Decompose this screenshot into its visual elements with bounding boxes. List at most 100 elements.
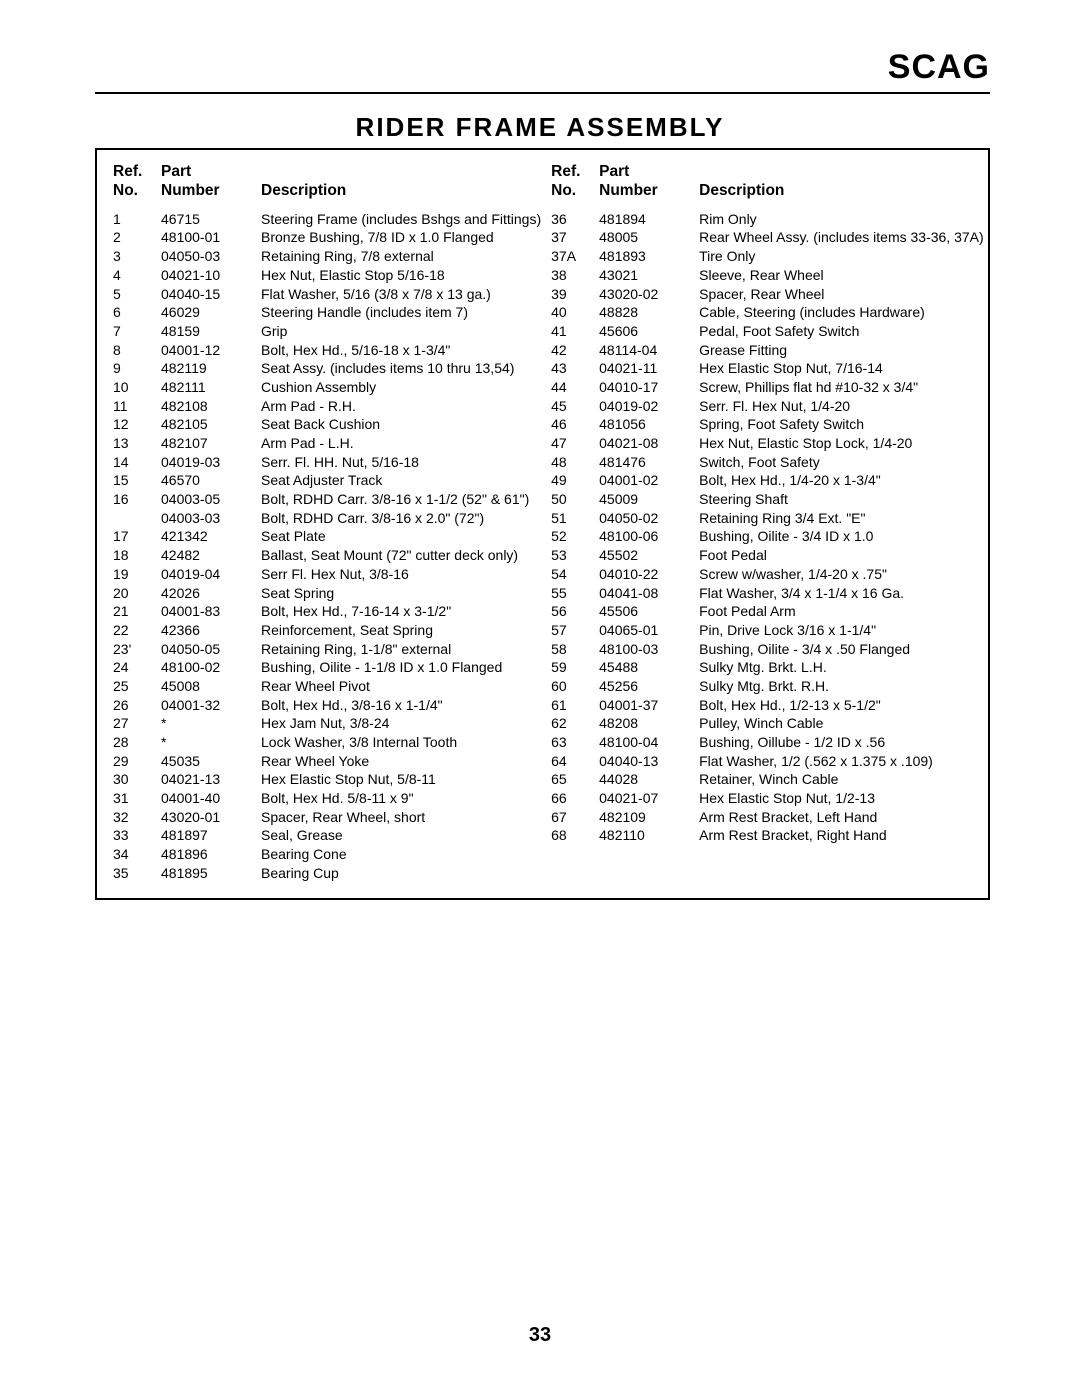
table-row: 10482111Cushion Assembly bbox=[107, 379, 545, 398]
table-row: 804001-12Bolt, Hex Hd., 5/16-18 x 1-3/4" bbox=[107, 342, 545, 361]
part-number: * bbox=[161, 715, 261, 733]
part-number: 48208 bbox=[599, 715, 699, 733]
ref-no: 39 bbox=[545, 286, 599, 304]
part-description: Bronze Bushing, 7/8 ID x 1.0 Flanged bbox=[261, 229, 545, 247]
part-number: 482110 bbox=[599, 827, 699, 845]
ref-no: 15 bbox=[107, 472, 161, 490]
part-description: Retaining Ring, 7/8 external bbox=[261, 248, 545, 266]
ref-no: 8 bbox=[107, 342, 161, 360]
ref-no: 11 bbox=[107, 398, 161, 416]
ref-no: 18 bbox=[107, 547, 161, 565]
part-number: 04050-05 bbox=[161, 641, 261, 659]
part-number: 04010-17 bbox=[599, 379, 699, 397]
ref-no: 16 bbox=[107, 491, 161, 509]
column-header: Ref. No. Part Number Description bbox=[545, 160, 988, 211]
part-description: Bearing Cone bbox=[261, 846, 545, 864]
part-description: Tire Only bbox=[699, 248, 988, 266]
part-description: Spacer, Rear Wheel bbox=[699, 286, 988, 304]
part-number: 04001-37 bbox=[599, 697, 699, 715]
part-description: Pedal, Foot Safety Switch bbox=[699, 323, 988, 341]
part-number: 04040-15 bbox=[161, 286, 261, 304]
part-description: Hex Elastic Stop Nut, 1/2-13 bbox=[699, 790, 988, 808]
part-description: Pulley, Winch Cable bbox=[699, 715, 988, 733]
part-number: 45256 bbox=[599, 678, 699, 696]
part-number: 44028 bbox=[599, 771, 699, 789]
part-description: Seat Plate bbox=[261, 528, 545, 546]
table-row: 3004021-13Hex Elastic Stop Nut, 5/8-11 bbox=[107, 771, 545, 790]
part-description: Reinforcement, Seat Spring bbox=[261, 622, 545, 640]
ref-no: 10 bbox=[107, 379, 161, 397]
ref-no: 21 bbox=[107, 603, 161, 621]
part-description: Steering Shaft bbox=[699, 491, 988, 509]
part-description: Grease Fitting bbox=[699, 342, 988, 360]
table-row: 11482108Arm Pad - R.H. bbox=[107, 398, 545, 417]
ref-no: 3 bbox=[107, 248, 161, 266]
part-description: Retainer, Winch Cable bbox=[699, 771, 988, 789]
part-number: 45502 bbox=[599, 547, 699, 565]
part-description: Spacer, Rear Wheel, short bbox=[261, 809, 545, 827]
table-row: 5848100-03Bushing, Oilite - 3/4 x .50 Fl… bbox=[545, 641, 988, 660]
table-row: 2945035Rear Wheel Yoke bbox=[107, 753, 545, 772]
part-description: Serr. Fl. HH. Nut, 5/16-18 bbox=[261, 454, 545, 472]
ref-no: 38 bbox=[545, 267, 599, 285]
part-description: Serr. Fl. Hex Nut, 1/4-20 bbox=[699, 398, 988, 416]
table-row: 36481894Rim Only bbox=[545, 211, 988, 230]
part-description: Bolt, RDHD Carr. 3/8-16 x 1-1/2 (52" & 6… bbox=[261, 491, 545, 509]
part-number: 46570 bbox=[161, 472, 261, 490]
table-row: 2042026Seat Spring bbox=[107, 585, 545, 604]
part-number: 04050-02 bbox=[599, 510, 699, 528]
ref-no: 28 bbox=[107, 734, 161, 752]
table-row: 1404019-03Serr. Fl. HH. Nut, 5/16-18 bbox=[107, 454, 545, 473]
part-description: Rear Wheel Pivot bbox=[261, 678, 545, 696]
part-number: * bbox=[161, 734, 261, 752]
header-ref-line1: Ref. bbox=[551, 162, 599, 181]
table-row: 3748005Rear Wheel Assy. (includes items … bbox=[545, 229, 988, 248]
part-number: 48100-02 bbox=[161, 659, 261, 677]
part-number: 48828 bbox=[599, 304, 699, 322]
part-number: 48100-04 bbox=[599, 734, 699, 752]
part-number: 42366 bbox=[161, 622, 261, 640]
table-row: 404021-10Hex Nut, Elastic Stop 5/16-18 bbox=[107, 267, 545, 286]
table-row: 4248114-04Grease Fitting bbox=[545, 342, 988, 361]
part-description: Serr Fl. Hex Nut, 3/8-16 bbox=[261, 566, 545, 584]
ref-no: 23' bbox=[107, 641, 161, 659]
ref-no: 45 bbox=[545, 398, 599, 416]
table-row: 4048828Cable, Steering (includes Hardwar… bbox=[545, 304, 988, 323]
table-row: 5404010-22Screw w/washer, 1/4-20 x .75" bbox=[545, 566, 988, 585]
table-row: 748159Grip bbox=[107, 323, 545, 342]
header-rule bbox=[95, 92, 990, 94]
part-description: Seat Back Cushion bbox=[261, 416, 545, 434]
parts-column-right: Ref. No. Part Number Description 3648189… bbox=[545, 160, 988, 884]
ref-no: 47 bbox=[545, 435, 599, 453]
table-row: 2242366Reinforcement, Seat Spring bbox=[107, 622, 545, 641]
part-description: Grip bbox=[261, 323, 545, 341]
brand-logo: SCAG bbox=[888, 50, 990, 84]
table-row: 6404040-13Flat Washer, 1/2 (.562 x 1.375… bbox=[545, 753, 988, 772]
ref-no: 1 bbox=[107, 211, 161, 229]
table-row: 304050-03Retaining Ring, 7/8 external bbox=[107, 248, 545, 267]
table-row: 48481476Switch, Foot Safety bbox=[545, 454, 988, 473]
part-description: Hex Elastic Stop Nut, 7/16-14 bbox=[699, 360, 988, 378]
part-number: 421342 bbox=[161, 528, 261, 546]
part-number: 45035 bbox=[161, 753, 261, 771]
header-part-line1: Part bbox=[599, 162, 699, 181]
part-number: 04001-12 bbox=[161, 342, 261, 360]
part-number: 04050-03 bbox=[161, 248, 261, 266]
part-description: Arm Pad - R.H. bbox=[261, 398, 545, 416]
part-description: Bolt, Hex Hd. 5/8-11 x 9" bbox=[261, 790, 545, 808]
part-number: 04040-13 bbox=[599, 753, 699, 771]
part-description: Rear Wheel Assy. (includes items 33-36, … bbox=[699, 229, 988, 247]
part-description: Sleeve, Rear Wheel bbox=[699, 267, 988, 285]
part-number: 48159 bbox=[161, 323, 261, 341]
ref-no: 52 bbox=[545, 528, 599, 546]
part-number: 46029 bbox=[161, 304, 261, 322]
ref-no: 27 bbox=[107, 715, 161, 733]
part-number: 48100-06 bbox=[599, 528, 699, 546]
ref-no bbox=[107, 510, 161, 528]
part-description: Foot Pedal bbox=[699, 547, 988, 565]
table-row: 6348100-04Bushing, Oillube - 1/2 ID x .5… bbox=[545, 734, 988, 753]
ref-no: 30 bbox=[107, 771, 161, 789]
table-row: 27 *Hex Jam Nut, 3/8-24 bbox=[107, 715, 545, 734]
part-description: Seat Spring bbox=[261, 585, 545, 603]
ref-no: 40 bbox=[545, 304, 599, 322]
